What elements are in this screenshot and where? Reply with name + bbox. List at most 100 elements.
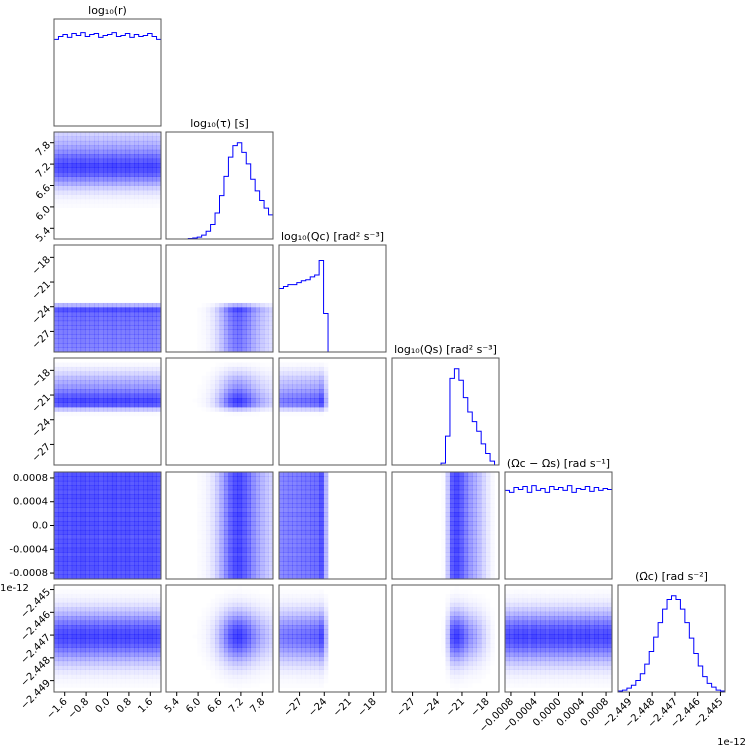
density-cell bbox=[152, 140, 157, 146]
density-cell bbox=[589, 602, 595, 608]
density-cell bbox=[80, 552, 86, 558]
density-cell bbox=[323, 651, 329, 657]
x-tick-label: 0.8 bbox=[115, 696, 134, 715]
density-cell bbox=[120, 307, 126, 313]
density-cell bbox=[94, 594, 99, 599]
density-cell bbox=[85, 199, 90, 204]
density-cell bbox=[250, 521, 256, 526]
density-cell bbox=[264, 634, 269, 639]
density-cell bbox=[228, 679, 233, 684]
density-cell bbox=[458, 538, 464, 544]
density-cell bbox=[129, 498, 135, 504]
density-cell bbox=[301, 476, 307, 482]
density-cell bbox=[319, 679, 324, 684]
density-cell bbox=[283, 393, 289, 399]
density-cell bbox=[116, 172, 122, 177]
density-cell bbox=[518, 679, 523, 684]
density-cell bbox=[242, 362, 247, 367]
density-cell bbox=[232, 489, 238, 495]
density-cell bbox=[54, 199, 59, 204]
density-cell bbox=[111, 189, 117, 195]
density-cell bbox=[283, 547, 289, 553]
density-cell bbox=[246, 625, 252, 630]
density-cell bbox=[202, 343, 207, 348]
density-cell bbox=[206, 661, 211, 666]
density-cell bbox=[210, 311, 216, 317]
density-cell bbox=[306, 594, 311, 599]
density-cell bbox=[472, 494, 478, 500]
density-cell bbox=[125, 320, 131, 326]
density-cell bbox=[89, 556, 95, 562]
density-cell bbox=[241, 674, 247, 679]
density-cell bbox=[62, 163, 68, 168]
density-cell bbox=[89, 634, 95, 639]
density-cell bbox=[134, 189, 140, 195]
density-cell bbox=[62, 384, 68, 390]
density-cell bbox=[143, 176, 148, 182]
density-cell bbox=[152, 561, 157, 566]
density-cell bbox=[264, 642, 269, 648]
density-cell bbox=[315, 683, 320, 688]
density-cell bbox=[152, 634, 157, 639]
density-cell bbox=[129, 543, 135, 549]
density-cell bbox=[120, 398, 126, 403]
density-cell bbox=[279, 616, 284, 621]
density-cell bbox=[215, 316, 220, 322]
density-cell bbox=[98, 311, 104, 317]
density-cell bbox=[319, 543, 324, 549]
density-cell bbox=[522, 674, 528, 679]
density-cell bbox=[98, 574, 104, 580]
density-cell bbox=[449, 565, 455, 571]
density-cell bbox=[58, 189, 64, 195]
density-cell bbox=[62, 343, 68, 348]
density-cell bbox=[58, 393, 64, 399]
density-cell bbox=[120, 347, 126, 353]
density-cell bbox=[323, 389, 329, 394]
density-cell bbox=[143, 598, 148, 604]
density-cell bbox=[120, 516, 126, 522]
density-cell bbox=[241, 371, 247, 377]
density-cell bbox=[237, 620, 243, 626]
density-cell bbox=[71, 167, 77, 173]
density-cell bbox=[550, 589, 555, 594]
density-cell bbox=[255, 398, 260, 403]
density-cell bbox=[138, 325, 144, 331]
density-cell bbox=[246, 683, 251, 688]
density-cell bbox=[531, 602, 537, 608]
density-cell bbox=[268, 552, 274, 558]
density-cell bbox=[103, 181, 108, 186]
density-cell bbox=[232, 334, 238, 339]
density-cell bbox=[594, 651, 599, 657]
density-cell bbox=[580, 602, 586, 608]
density-cell bbox=[103, 384, 108, 390]
density-cell bbox=[58, 343, 64, 348]
density-cell bbox=[206, 380, 211, 385]
density-cell bbox=[545, 642, 550, 648]
density-cell bbox=[301, 556, 307, 562]
density-cell bbox=[287, 516, 293, 522]
panel-frame bbox=[53, 357, 162, 466]
density-cell bbox=[111, 611, 117, 617]
density-cell bbox=[241, 547, 247, 553]
density-cell bbox=[594, 594, 599, 599]
density-cell bbox=[264, 594, 269, 599]
density-cell bbox=[71, 489, 77, 495]
density-cell bbox=[463, 512, 469, 517]
density-cell bbox=[112, 412, 117, 417]
panel-frame bbox=[53, 244, 162, 353]
density-cell bbox=[120, 543, 126, 549]
density-cell bbox=[314, 616, 320, 621]
density-cell bbox=[143, 472, 148, 477]
density-cell bbox=[314, 525, 320, 531]
density-cell bbox=[268, 607, 274, 613]
density-cell bbox=[536, 594, 541, 599]
density-cell bbox=[527, 611, 533, 617]
density-cell bbox=[255, 634, 260, 639]
density-cell bbox=[549, 642, 555, 648]
density-cell bbox=[454, 602, 460, 608]
density-cell bbox=[85, 616, 90, 621]
density-cell bbox=[143, 343, 148, 348]
density-cell bbox=[505, 665, 510, 671]
density-cell bbox=[125, 602, 131, 608]
density-cell bbox=[476, 498, 482, 504]
